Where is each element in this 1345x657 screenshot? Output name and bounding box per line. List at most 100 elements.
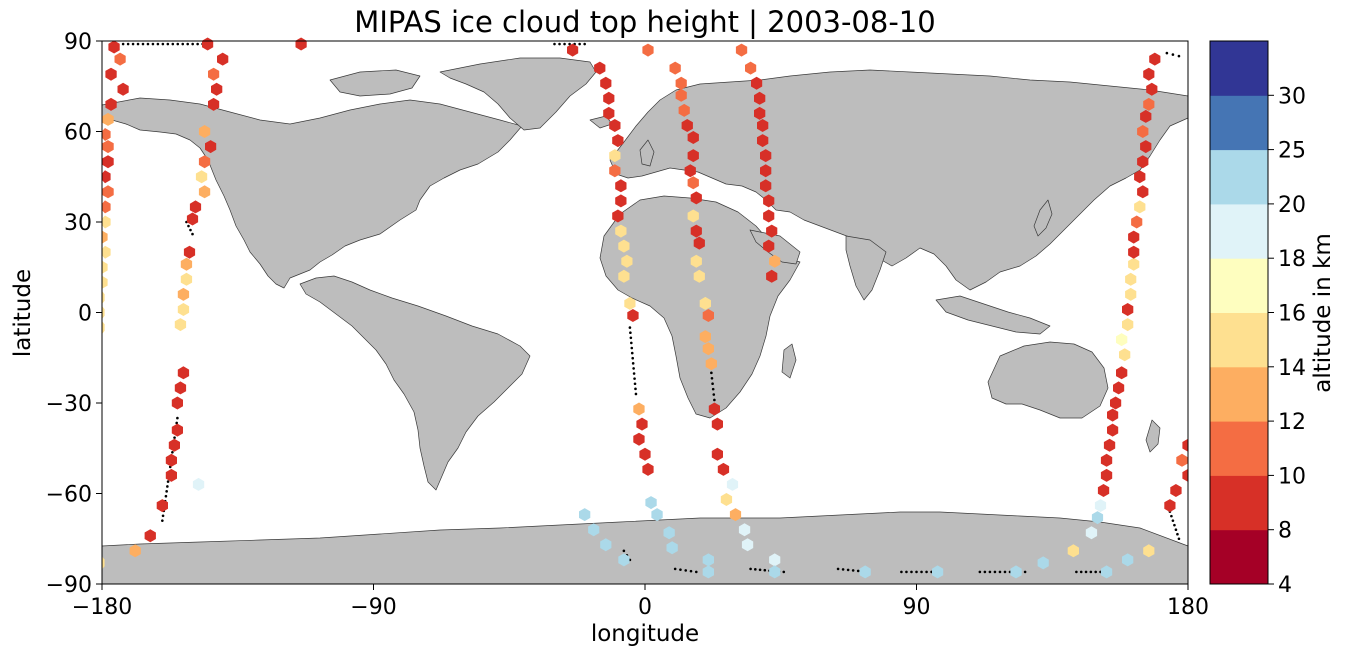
cloud-top-marker <box>102 556 105 570</box>
cloud-top-marker <box>1122 303 1134 316</box>
track-dot <box>1177 537 1181 541</box>
track-dot <box>711 387 715 391</box>
cloud-top-marker <box>1100 565 1113 579</box>
colorbar-segment <box>1210 366 1268 422</box>
cloud-top-marker <box>1037 556 1049 570</box>
southeast-asia-islands <box>935 295 1051 335</box>
cloud-top-marker <box>618 553 630 567</box>
colorbar-segment <box>1210 203 1268 259</box>
cloud-top-marker <box>633 432 645 446</box>
track-dot <box>553 42 556 46</box>
australia-landmass <box>987 341 1109 419</box>
track-dot <box>758 568 762 572</box>
cloud-top-marker <box>594 61 606 75</box>
track-dot <box>920 570 923 574</box>
cloud-top-marker <box>666 541 678 555</box>
track-dot <box>1084 570 1088 574</box>
track-dot <box>146 42 150 46</box>
track-dot <box>694 570 698 574</box>
track-dot <box>622 549 626 553</box>
cloud-top-marker <box>102 155 114 169</box>
track-dot <box>164 494 168 498</box>
track-dot <box>161 42 165 46</box>
track-dot <box>187 224 190 228</box>
cloud-top-marker <box>690 224 702 238</box>
track-dot <box>165 490 168 493</box>
colorbar-segment <box>1210 312 1268 368</box>
cloud-top-marker <box>1146 82 1158 96</box>
cloud-top-marker <box>1010 565 1022 579</box>
map-plot-area <box>101 37 1189 585</box>
cloud-top-marker <box>766 224 778 238</box>
cloud-top-marker <box>183 245 196 259</box>
cloud-top-marker <box>102 230 108 244</box>
cloud-top-marker <box>1137 155 1149 169</box>
cloud-top-marker <box>1140 140 1152 154</box>
track-dot <box>1089 570 1093 574</box>
colorbar-tick-label: 4 <box>1278 573 1292 598</box>
cloud-top-marker <box>609 164 621 178</box>
cloud-top-marker <box>1100 468 1113 482</box>
track-dot <box>983 570 987 574</box>
cloud-top-marker <box>751 76 763 90</box>
track-dot <box>1177 54 1181 58</box>
cloud-top-marker <box>1128 245 1140 259</box>
track-dot <box>754 568 757 571</box>
cloud-top-marker <box>699 296 711 310</box>
cloud-top-marker <box>615 179 627 193</box>
colorbar-tick-label: 25 <box>1278 139 1306 164</box>
track-dot <box>713 398 716 402</box>
track-dot <box>151 42 155 46</box>
cloud-top-marker <box>1100 453 1113 467</box>
track-dot <box>1173 523 1176 527</box>
track-dot <box>131 42 135 46</box>
cloud-top-marker <box>1103 438 1116 452</box>
cloud-top-marker <box>760 164 772 178</box>
track-dot <box>763 568 767 572</box>
cloud-top-marker <box>687 131 699 144</box>
track-dot <box>631 356 635 360</box>
cloud-top-marker <box>156 499 168 513</box>
cloud-top-marker <box>1137 125 1149 138</box>
track-dot <box>673 567 677 571</box>
cloud-top-marker <box>102 112 114 126</box>
cloud-top-marker <box>763 194 775 208</box>
cloud-top-marker <box>102 170 111 184</box>
cloud-top-marker <box>129 544 141 558</box>
cloud-top-marker <box>1113 381 1125 395</box>
track-dot <box>679 568 682 571</box>
antarctica-landmass <box>101 511 1189 585</box>
cloud-top-marker <box>717 462 730 476</box>
track-dot <box>1003 570 1007 574</box>
track-dot <box>998 570 1002 574</box>
y-tick-label: 60 <box>64 121 92 146</box>
y-tick-label: −60 <box>46 483 92 508</box>
cloud-top-marker <box>1164 499 1176 513</box>
cloud-top-marker <box>165 468 177 482</box>
cloud-top-marker <box>669 61 681 75</box>
track-dot <box>126 42 130 46</box>
cloud-top-marker <box>1140 109 1152 123</box>
colorbar-tick-label: 10 <box>1278 464 1306 489</box>
cloud-top-marker <box>615 194 627 208</box>
cloud-top-marker <box>177 366 190 380</box>
y-axis-label: latitude <box>10 269 36 357</box>
track-dot <box>191 42 194 46</box>
cloud-top-marker <box>211 82 223 96</box>
track-dot <box>782 570 786 574</box>
cloud-top-marker <box>1128 230 1140 244</box>
track-dot <box>176 416 179 420</box>
colorbar-tick-label: 16 <box>1278 302 1306 327</box>
colorbar-segment <box>1210 529 1268 585</box>
x-tick-label: −180 <box>72 595 132 620</box>
cloud-top-marker <box>1067 544 1079 558</box>
y-axis-ticks: −90 −60 −30 0 30 60 90 <box>46 30 102 598</box>
cloud-top-marker <box>690 191 702 205</box>
cloud-top-marker <box>177 303 190 316</box>
cloud-top-marker <box>192 477 205 491</box>
track-dot <box>910 570 913 574</box>
cloud-top-marker <box>859 565 871 579</box>
track-dot <box>631 362 635 365</box>
track-dot <box>630 341 633 345</box>
cloud-top-marker <box>1149 52 1161 66</box>
